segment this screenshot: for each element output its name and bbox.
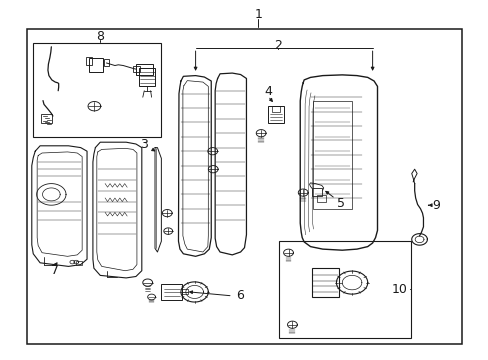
Text: 4: 4 <box>264 85 271 98</box>
Bar <box>136 64 153 75</box>
Bar <box>311 188 321 196</box>
Bar <box>76 261 82 265</box>
Bar <box>93 118 96 120</box>
Bar <box>312 101 351 209</box>
Text: 8: 8 <box>96 30 104 43</box>
Bar <box>364 318 376 325</box>
Bar <box>271 106 279 112</box>
Bar <box>311 268 338 297</box>
Bar <box>103 59 108 66</box>
Bar <box>93 114 96 116</box>
Bar <box>278 241 410 338</box>
Bar <box>338 276 348 289</box>
Text: 9: 9 <box>431 199 439 212</box>
Bar <box>267 106 283 123</box>
Text: 10: 10 <box>391 283 407 296</box>
Bar <box>86 57 92 65</box>
Bar <box>93 116 96 118</box>
Bar <box>93 120 96 121</box>
Text: 5: 5 <box>337 197 345 210</box>
Bar <box>316 195 325 202</box>
Bar <box>139 68 155 86</box>
Text: 2: 2 <box>273 39 281 51</box>
Text: 7: 7 <box>51 264 59 276</box>
Bar <box>89 58 103 72</box>
Bar <box>161 284 182 300</box>
Bar <box>182 289 188 294</box>
Bar <box>41 114 52 123</box>
Text: 3: 3 <box>140 138 148 150</box>
Bar <box>367 303 394 313</box>
Text: 6: 6 <box>235 289 243 302</box>
Bar <box>133 66 140 72</box>
Text: 1: 1 <box>254 8 262 21</box>
Bar <box>27 29 461 344</box>
Bar <box>33 43 161 137</box>
